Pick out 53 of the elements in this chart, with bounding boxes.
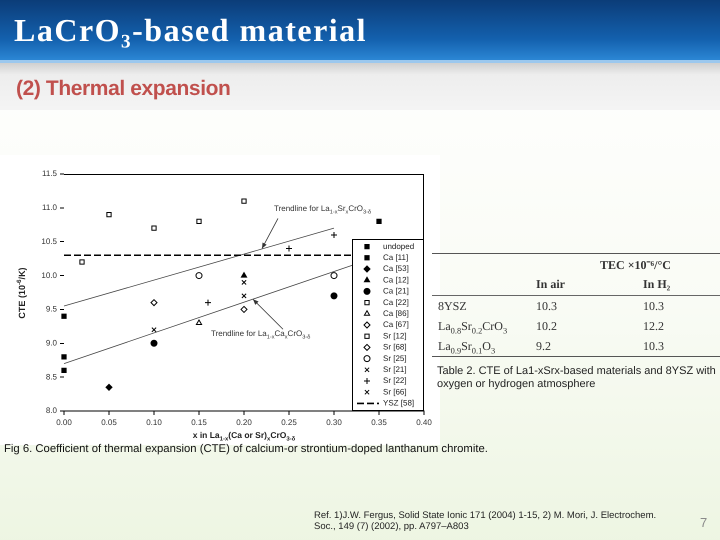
legend-label: Sr [66] [383, 387, 407, 396]
text: 7 [700, 515, 708, 531]
data-label: 10.2 [536, 318, 558, 334]
y-tick-label: 10.5 [41, 236, 58, 246]
y-tick-label: 8.0 [46, 406, 58, 416]
x-tick-label: 0.30 [326, 418, 342, 428]
y-tick-label: 8.5 [46, 372, 58, 382]
data-label: 10.3 [642, 298, 665, 314]
data-label: 12.2 [642, 318, 665, 334]
annotation: Trendline for La$_{1-x}$Ca$_{x}$CrO$_{3-δ}$ [211, 329, 310, 341]
x-tick-label: 0.40 [416, 418, 432, 428]
data-label: 10.3 [642, 338, 665, 354]
x-tick-label: 0.20 [236, 418, 252, 428]
x-tick-label: 0.10 [146, 418, 162, 428]
text: Ref. 1)J.W. Fergus, Solid State Ionic 171 (2004) 1-15, 2) M. Mori, J. Electrochem. Soc., 149 (7) (2002), pp. A797–A803 [314, 510, 658, 533]
legend-label: Sr [25] [383, 354, 407, 363]
x-tick-label: 0.15 [191, 418, 208, 428]
legend-label: Sr [22] [383, 376, 407, 386]
x-tick-label: 0.00 [56, 418, 72, 428]
y-tick-label: La$_{0.9}$Sr$_{0.1}$O$_{3}$ [437, 338, 496, 356]
legend-label: Ca [67] [383, 320, 409, 330]
y-tick-label: La$_{0.8}$Sr$_{0.2}$CrO$_{3}$ [437, 318, 508, 336]
y-tick-label: 10.0 [41, 270, 58, 280]
legend-label: Sr [12] [383, 331, 407, 340]
legend-label: Ca [12] [383, 275, 409, 284]
caption: Fig 6. Coefficient of thermal expansion (CTE) of calcium-or strontium-doped lanthanum chromite. [4, 443, 488, 456]
y-tick-label: 8YSZ [437, 298, 468, 314]
caption: Table 2. CTE of La1-xSrx-based materials and 8YSZ with oxygen or hydrogen atmosphere [436, 365, 717, 391]
y-tick-label: 11.0 [42, 203, 58, 212]
chart-title: LaCrO₃-based material [14, 12, 368, 48]
legend-label: YSZ [58] [383, 398, 414, 408]
legend-label: Ca [11] [383, 253, 408, 262]
data-label: 10.3 [536, 298, 558, 314]
legend-label: Sr [21] [383, 365, 407, 374]
legend-label: undoped [383, 242, 414, 251]
chart-title: TEC ×10⁻⁶/°C [599, 256, 672, 274]
x-tick-label: 0.35 [371, 418, 388, 428]
x-tick-label: 0.05 [101, 418, 118, 428]
data-label: 9.2 [536, 338, 552, 354]
annotation: Trendline for La$_{1-x}$Sr$_{x}$CrO$_{3-δ}$ [274, 204, 372, 216]
legend-label: Ca [86] [383, 309, 409, 318]
x-tick-label: 0.25 [281, 418, 298, 428]
x-tick-label: In H₂ [628, 274, 720, 296]
x-tick-label: In air [536, 274, 628, 296]
legend-label: Sr [68] [383, 342, 407, 352]
legend-label: Ca [21] [383, 286, 409, 296]
legend-label: Ca [22] [383, 298, 409, 307]
y-tick-label: 9.0 [46, 338, 58, 348]
x-axis-title: x in La$_{1-x}$(Ca or Sr)$_{x}$CrO$_{3-δ}$ [192, 430, 296, 443]
legend-label: Ca [53] [383, 264, 409, 274]
y-tick-label: 11.5 [42, 169, 58, 178]
chart-subtitle: (2) Thermal expansion [16, 77, 230, 101]
y-tick-label: 9.5 [46, 304, 58, 314]
